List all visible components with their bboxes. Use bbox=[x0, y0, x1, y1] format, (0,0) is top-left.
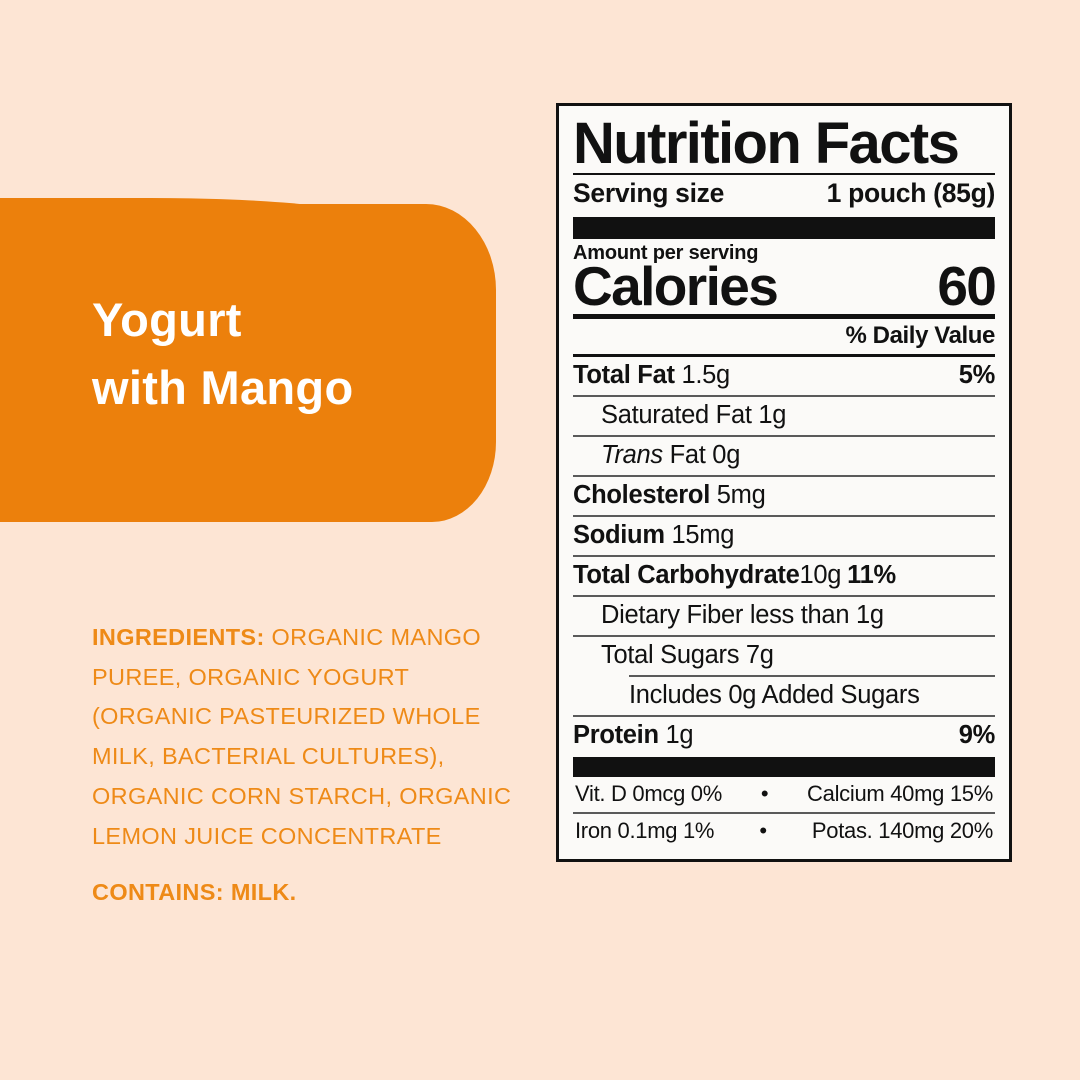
vitamin-d-value: Vit. D 0mcg 0% bbox=[575, 780, 723, 806]
sodium-label: Sodium bbox=[573, 520, 665, 549]
iron-value: Iron 0.1mg 1% bbox=[575, 817, 715, 843]
added-sugars-label: Includes 0g Added Sugars bbox=[629, 680, 920, 709]
potassium-value: Potas. 140mg 20% bbox=[811, 817, 993, 843]
calories-row: Calories 60 bbox=[573, 254, 997, 317]
dietary-fiber-label: Dietary Fiber less than 1g bbox=[601, 600, 884, 629]
daily-value-header: % Daily Value bbox=[845, 321, 995, 349]
serving-size-label: Serving size bbox=[573, 177, 725, 208]
nutrient-row-saturated-fat: Saturated Fat 1g bbox=[573, 394, 995, 435]
ingredients-statement: INGREDIENTS: ORGANIC MANGO PUREE, ORGANI… bbox=[92, 618, 532, 856]
nutrient-row-total-carbohydrate: Total Carbohydrate 10g 11% bbox=[573, 554, 995, 595]
nutrient-row-total-sugars: Total Sugars 7g bbox=[573, 634, 995, 675]
micronutrient-row-1: Vit. D 0mcg 0% • Calcium 40mg 15% bbox=[573, 777, 995, 812]
micronutrient-row-2: Iron 0.1mg 1% • Potas. 140mg 20% bbox=[573, 811, 995, 849]
nutrition-facts-panel: Nutrition Facts Serving size 1 pouch (85… bbox=[556, 103, 1012, 862]
serving-size-row: Serving size 1 pouch (85g) bbox=[573, 175, 995, 213]
calories-value: 60 bbox=[937, 254, 996, 317]
product-title-line-1: Yogurt bbox=[92, 293, 242, 346]
total-fat-amount: 1.5g bbox=[674, 360, 730, 389]
amount-per-serving-label: Amount per serving bbox=[573, 241, 759, 264]
nutrient-row-sodium: Sodium 15mg bbox=[573, 514, 995, 555]
serving-size-value: 1 pouch (85g) bbox=[826, 177, 996, 208]
total-carbohydrate-amount: 10g bbox=[799, 560, 842, 589]
total-carbohydrate-label: Total Carbohydrate bbox=[573, 560, 800, 589]
total-fat-label: Total Fat bbox=[573, 360, 675, 389]
calories-label: Calories bbox=[573, 254, 779, 317]
cholesterol-amount: 5mg bbox=[709, 480, 766, 509]
title-rule bbox=[573, 172, 995, 175]
cholesterol-label: Cholesterol bbox=[573, 480, 710, 509]
micronutrient-separator-bar bbox=[573, 756, 995, 777]
protein-dv: 9% bbox=[958, 720, 996, 749]
ingredients-body: ORGANIC MANGO PUREE, ORGANIC YOGURT (ORG… bbox=[92, 624, 512, 849]
saturated-fat-label: Saturated Fat 1g bbox=[601, 400, 787, 429]
micronutrient-bullet-2: • bbox=[759, 817, 767, 843]
total-carbohydrate-dv: 11% bbox=[847, 560, 896, 589]
nutrient-row-added-sugars: Includes 0g Added Sugars bbox=[629, 674, 995, 715]
ingredients-kicker: INGREDIENTS: bbox=[92, 624, 265, 650]
nutrient-row-protein: Protein 1g 9% bbox=[573, 714, 996, 755]
contains-allergen-statement: CONTAINS: MILK. bbox=[92, 879, 297, 906]
calories-rule bbox=[573, 313, 995, 319]
protein-amount: 1g bbox=[658, 720, 694, 749]
product-title-line-2: with Mango bbox=[92, 360, 354, 414]
serving-separator-bar bbox=[573, 216, 995, 239]
micronutrient-bullet-1: • bbox=[760, 780, 769, 806]
product-title: Yogurt with Mango bbox=[92, 286, 512, 421]
trans-fat-rest: Fat 0g bbox=[662, 440, 741, 469]
protein-label: Protein bbox=[573, 720, 659, 749]
total-sugars-label: Total Sugars 7g bbox=[601, 640, 774, 669]
nutrient-row-trans-fat: Trans Fat 0g bbox=[573, 434, 995, 475]
sodium-amount: 15mg bbox=[664, 520, 735, 549]
trans-fat-italic-label: Trans bbox=[601, 440, 663, 469]
total-fat-dv: 5% bbox=[958, 360, 996, 389]
ingredients-block: INGREDIENTS: ORGANIC MANGO PUREE, ORGANI… bbox=[92, 618, 532, 913]
left-column: Yogurt with Mango INGREDIENTS: ORGANIC M… bbox=[0, 198, 532, 913]
title-background-blob bbox=[0, 198, 496, 522]
nutrition-facts-title: Nutrition Facts bbox=[573, 111, 960, 176]
calcium-value: Calcium 40mg 15% bbox=[807, 780, 993, 806]
nutrient-row-dietary-fiber: Dietary Fiber less than 1g bbox=[573, 594, 995, 635]
nutrient-row-cholesterol: Cholesterol 5mg bbox=[573, 474, 995, 515]
nutrient-row-total-fat: Total Fat 1.5g 5% bbox=[573, 353, 996, 395]
